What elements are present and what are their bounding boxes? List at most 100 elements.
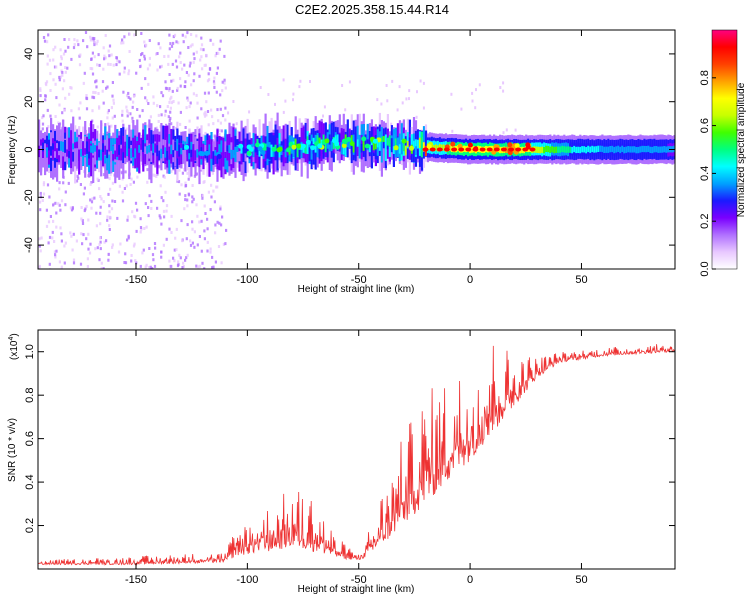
spectrogram-speckle [111,199,114,203]
spectrogram-speckle [143,227,146,230]
spectrogram-speckle [59,75,62,79]
spectrogram-speckle [59,62,62,66]
spectrogram-speckle [64,241,67,245]
spectrogram-band [346,140,349,148]
spectrogram-speckle [212,189,215,193]
spectrogram-speckle [164,86,168,90]
spectrogram-speckle [87,247,90,251]
spectrogram-speckle [64,96,67,100]
spectrogram-speckle [78,116,81,120]
spectrogram-speckle [196,214,199,218]
spectrogram-speckle [158,214,161,218]
spectrogram-speckle [147,214,150,218]
spectrogram-blob [486,147,493,152]
spectrogram-speckle [100,266,103,269]
spectrogram-speckle [223,54,226,58]
spectrogram-speckle [196,243,199,247]
spectrogram-band [591,145,594,153]
spectrogram-speckle [45,224,49,228]
spectrogram-speckle [102,101,105,105]
spectrogram-speckle [185,237,188,241]
spectrogram-band [322,134,325,145]
spectrogram-speckle [63,38,66,41]
spectrogram-speckle [191,241,194,245]
spectrogram-speckle [80,217,83,221]
spectrogram-speckle [203,237,206,241]
spectrogram-speckle [91,36,94,40]
spectrogram-band [82,142,85,156]
spectrogram-speckle [471,91,474,95]
spectrogram-band [420,144,424,151]
spectrogram-speckle [149,115,152,119]
spectrogram-speckle [174,236,177,240]
spectrogram-band [631,146,634,153]
spectrogram-speckle [110,124,113,128]
spectrogram-speckle [221,80,224,84]
spectrogram-speckle [79,262,83,266]
spectrogram-speckle [89,35,92,39]
spectrogram-speckle [124,261,128,265]
spectrogram-speckle [108,204,111,208]
spectrogram-band [170,144,173,155]
spectrogram-band [214,150,217,156]
spectrogram-speckle [160,64,163,68]
spectrogram-speckle [82,233,85,237]
spectrogram-speckle [183,207,186,211]
snr-scale-suffix: ) [9,333,20,336]
spectrogram-speckle [309,80,311,83]
spectrogram-band [48,144,51,165]
spectrogram-speckle [81,242,84,246]
spectrogram-band [561,145,564,153]
spectrogram-speckle [214,260,217,264]
spectrogram-speckle [191,227,194,231]
spectrogram-speckle [176,86,179,90]
spectrogram-speckle [153,174,156,178]
spectrogram-speckle [107,192,110,196]
spectrogram-band [545,145,548,152]
spectrogram-speckle [160,255,163,259]
spectrogram-band [463,145,466,152]
spectrogram-speckle [188,119,191,123]
spectrogram-speckle [67,45,70,49]
spectrogram-speckle [282,78,285,82]
spectrogram-speckle [179,110,182,114]
spectrogram-speckle [41,122,45,126]
spectrogram-band [547,145,550,153]
spectrogram-speckle [146,124,149,128]
spectrogram-blob [507,142,513,148]
spectrogram-speckle [144,96,147,100]
spectrogram-blob [525,142,531,148]
spectrogram-speckle [53,65,57,69]
spectrogram-band [340,128,343,154]
spectrogram-band [138,145,141,153]
spectrogram-speckle [148,266,151,269]
spectrogram-band [128,139,131,149]
spectrogram-x-tick-label: -150 [125,274,147,286]
figure-title: C2E2.2025.358.15.44.R14 [295,2,449,17]
spectrogram-blob [500,147,507,152]
spectrogram-band [68,151,71,158]
spectrogram-speckle [90,181,93,184]
spectrogram-speckle [141,251,144,255]
spectrogram-speckle [58,260,61,264]
spectrogram-speckle [168,259,171,263]
spectrogram-band [314,134,317,148]
spectrogram-band [134,148,137,159]
spectrogram-band [386,137,389,146]
spectrogram-speckle [85,97,89,101]
spectrogram-band [74,144,77,167]
spectrogram-band [128,147,131,161]
spectrogram-speckle [155,52,158,56]
spectrogram-speckle [196,116,199,120]
spectrogram-band [639,146,642,153]
spectrogram-band [294,138,297,146]
spectrogram-band [94,140,97,165]
spectrogram-speckle [180,219,183,223]
spectrogram-speckle [422,81,425,85]
spectrogram-speckle [64,66,67,69]
spectrogram-speckle [170,122,173,126]
spectrogram-speckle [186,96,189,100]
spectrogram-band [346,119,349,155]
spectrogram-speckle [217,119,220,123]
spectrogram-blob [429,147,436,152]
